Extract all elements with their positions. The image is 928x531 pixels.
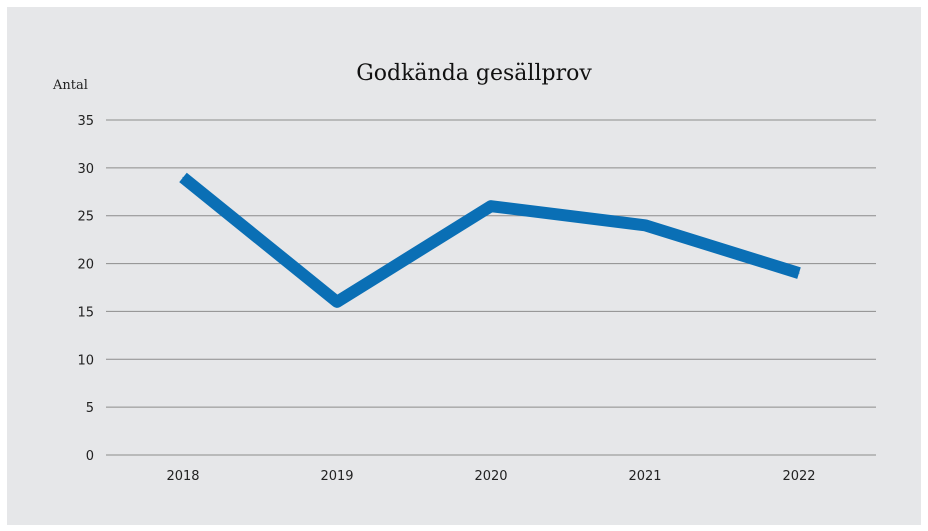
series-line — [179, 172, 801, 308]
y-tick-label: 25 — [77, 210, 94, 225]
y-tick-label: 10 — [77, 353, 94, 368]
x-tick-label: 2021 — [628, 469, 661, 484]
x-tick-label: 2020 — [474, 469, 507, 484]
series-group — [179, 172, 801, 308]
y-tick-labels: 0 5 10 15 20 25 30 35 — [77, 114, 94, 464]
y-tick-label: 0 — [86, 449, 94, 464]
y-tick-label: 30 — [77, 162, 94, 177]
y-tick-label: 15 — [77, 305, 94, 320]
chart-title: Godkända gesällprov — [356, 61, 592, 86]
y-tick-label: 35 — [77, 114, 94, 129]
x-tick-label: 2019 — [320, 469, 353, 484]
y-tick-label: 5 — [86, 401, 94, 416]
data-point-2019 — [336, 301, 338, 303]
data-point-2018 — [182, 176, 184, 178]
x-tick-label: 2022 — [782, 469, 815, 484]
data-point-2021 — [644, 224, 646, 226]
x-tick-labels: 2018 2019 2020 2021 2022 — [166, 469, 815, 484]
y-tick-label: 20 — [77, 258, 94, 273]
y-axis-label: Antal — [52, 78, 88, 93]
x-tick-label: 2018 — [166, 469, 199, 484]
data-point-2020 — [490, 205, 492, 207]
gridlines — [106, 119, 876, 456]
data-point-2022 — [798, 272, 800, 274]
